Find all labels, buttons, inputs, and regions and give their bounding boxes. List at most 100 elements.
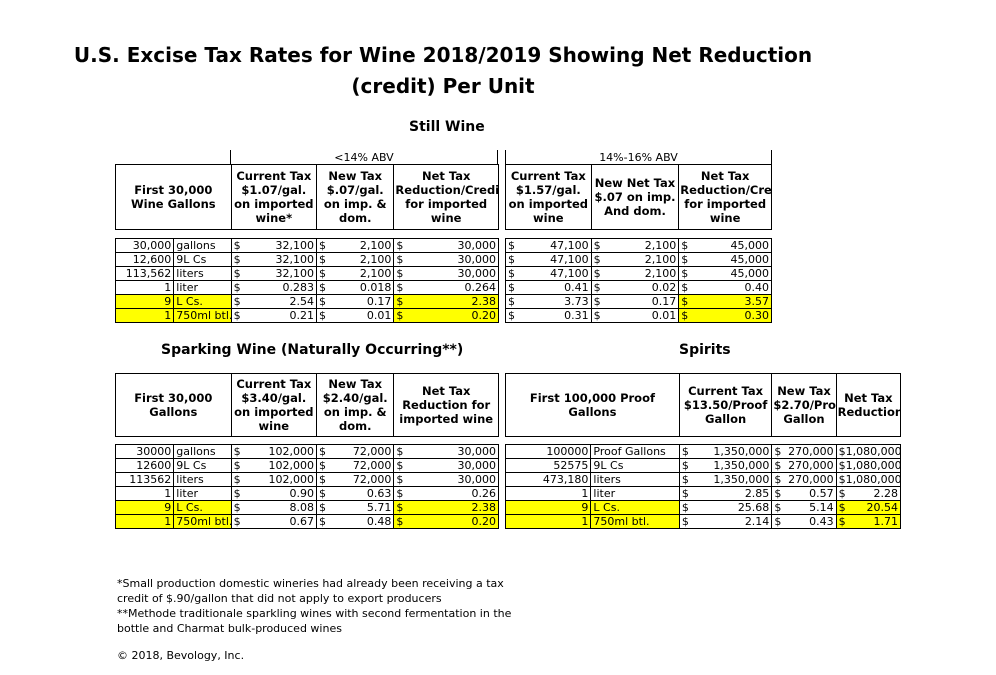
- value-cell: $8.08: [230, 500, 318, 515]
- divider: [771, 150, 772, 164]
- value-cell: $0.17: [590, 294, 680, 309]
- header-cell: First 30,000 Gallons: [115, 373, 232, 437]
- value-cell: $20.54: [835, 500, 902, 515]
- title-line-2: (credit) Per Unit: [351, 74, 535, 98]
- quantity-cell: 30,000: [114, 238, 175, 253]
- quantity-cell: 113562: [114, 472, 175, 487]
- unit-cell: gallons: [173, 238, 232, 253]
- divider: [230, 150, 231, 164]
- unit-cell: 9L Cs: [173, 252, 232, 267]
- still-wine-heading: Still Wine: [409, 119, 485, 135]
- value-cell: $102,000: [230, 472, 318, 487]
- value-cell: $0.90: [230, 486, 318, 501]
- value-cell: $25.68: [678, 500, 773, 515]
- value-cell: $32,100: [230, 266, 318, 281]
- value-cell: $0.31: [505, 308, 592, 323]
- table-row: 30000 gallons $102,000 $72,000 $30,000: [114, 444, 499, 459]
- footnote-1-cont: credit of $.90/gallon that did not apply…: [117, 592, 442, 605]
- value-cell: $2.38: [393, 294, 499, 309]
- value-cell: $102,000: [230, 444, 318, 459]
- value-cell: $0.21: [230, 308, 318, 323]
- quantity-cell: 1: [504, 486, 592, 501]
- table-row: $3.73 $0.17 $3.57: [505, 294, 772, 309]
- value-cell: $0.57: [771, 486, 837, 501]
- value-cell: $2.28: [835, 486, 902, 501]
- quantity-cell: 9: [114, 500, 175, 515]
- value-cell: $1.71: [835, 514, 902, 529]
- unit-cell: liters: [590, 472, 680, 487]
- unit-cell: liter: [173, 486, 232, 501]
- header-cell: First 30,000 Wine Gallons: [115, 164, 232, 230]
- value-cell: $0.01: [590, 308, 680, 323]
- value-cell: $45,000: [678, 266, 772, 281]
- unit-cell: 750ml btl.: [173, 308, 232, 323]
- table-row: 52575 9L Cs $1,350,000 $270,000 $1,080,000: [504, 458, 902, 473]
- value-cell: $2,100: [590, 238, 680, 253]
- table-row: 12600 9L Cs $102,000 $72,000 $30,000: [114, 458, 499, 473]
- value-cell: $1,080,000: [835, 458, 902, 473]
- value-cell: $0.20: [393, 308, 499, 323]
- quantity-cell: 12,600: [114, 252, 175, 267]
- table-row: 12,600 9L Cs $32,100 $2,100 $30,000: [114, 252, 499, 267]
- footnote-2: **Methode traditionale sparkling wines w…: [117, 607, 512, 620]
- sparkling-table: 30000 gallons $102,000 $72,000 $30,000 12600 9…: [114, 444, 499, 529]
- table-row: $0.31 $0.01 $0.30: [505, 308, 772, 323]
- value-cell: $0.26: [393, 486, 499, 501]
- spirits-header: First 100,000 Proof Gallons Current Tax …: [505, 373, 902, 437]
- quantity-cell: 1: [114, 486, 175, 501]
- value-cell: $1,350,000: [678, 444, 773, 459]
- title-line-1: U.S. Excise Tax Rates for Wine 2018/2019…: [73, 43, 813, 67]
- quantity-cell: 1: [114, 514, 175, 529]
- quantity-cell: 1: [504, 514, 592, 529]
- table-row: 100000 Proof Gallons $1,350,000 $270,000 $1,…: [504, 444, 902, 459]
- unit-cell: L Cs.: [590, 500, 680, 515]
- header-cell: New Tax $.07/gal. on imp. & dom.: [316, 164, 395, 230]
- value-cell: $1,080,000: [835, 472, 902, 487]
- quantity-cell: 9: [504, 500, 592, 515]
- quantity-cell: 473,180: [504, 472, 592, 487]
- divider: [497, 150, 498, 164]
- page-title: U.S. Excise Tax Rates for Wine 2018/2019…: [0, 40, 886, 102]
- value-cell: $0.43: [771, 514, 837, 529]
- value-cell: $45,000: [678, 252, 772, 267]
- unit-cell: Proof Gallons: [590, 444, 680, 459]
- still-wine-header-right: Current Tax $1.57/gal. on imported wine …: [505, 164, 772, 230]
- footnotes: *Small production domestic wineries had …: [117, 576, 511, 636]
- table-row: 113,562 liters $32,100 $2,100 $30,000: [114, 266, 499, 281]
- value-cell: $5.14: [771, 500, 837, 515]
- header-cell: Net Tax Reduction: [835, 373, 902, 437]
- quantity-cell: 113,562: [114, 266, 175, 281]
- quantity-cell: 52575: [504, 458, 592, 473]
- abv-low-label: <14% ABV: [334, 151, 394, 164]
- unit-cell: liter: [173, 280, 232, 295]
- table-row: 1 750ml btl. $2.14 $0.43 $1.71: [504, 514, 902, 529]
- value-cell: $2.85: [678, 486, 773, 501]
- header-cell: New Net Tax $.07 on imp. And dom.: [590, 164, 680, 230]
- value-cell: $30,000: [393, 444, 499, 459]
- spirits-table: 100000 Proof Gallons $1,350,000 $270,000 $1,…: [504, 444, 902, 529]
- value-cell: $2,100: [590, 266, 680, 281]
- sparkling-heading: Sparking Wine (Naturally Occurring**): [161, 342, 464, 358]
- value-cell: $30,000: [393, 458, 499, 473]
- header-cell: Net Tax Reduction for imported wine: [393, 373, 499, 437]
- unit-cell: 9L Cs: [590, 458, 680, 473]
- table-row: 30,000 gallons $32,100 $2,100 $30,000: [114, 238, 499, 253]
- value-cell: $30,000: [393, 472, 499, 487]
- value-cell: $2,100: [590, 252, 680, 267]
- value-cell: $0.20: [393, 514, 499, 529]
- unit-cell: gallons: [173, 444, 232, 459]
- abv-high-label: 14%-16% ABV: [599, 151, 678, 164]
- value-cell: $0.30: [678, 308, 772, 323]
- header-cell: Net Tax Reduction/Credit for imported wi…: [678, 164, 772, 230]
- value-cell: $1,080,000: [835, 444, 902, 459]
- value-cell: $3.73: [505, 294, 592, 309]
- header-cell: First 100,000 Proof Gallons: [505, 373, 680, 437]
- header-cell: New Tax $2.70/Proof Gallon: [771, 373, 837, 437]
- header-cell: Current Tax $1.07/gal. on imported wine*: [230, 164, 318, 230]
- value-cell: $2.38: [393, 500, 499, 515]
- still-wine-table-right: $47,100 $2,100 $45,000 $47,100 $2,100 $45,000…: [505, 238, 772, 323]
- unit-cell: 750ml btl.: [173, 514, 232, 529]
- header-cell: Current Tax $1.57/gal. on imported wine: [505, 164, 592, 230]
